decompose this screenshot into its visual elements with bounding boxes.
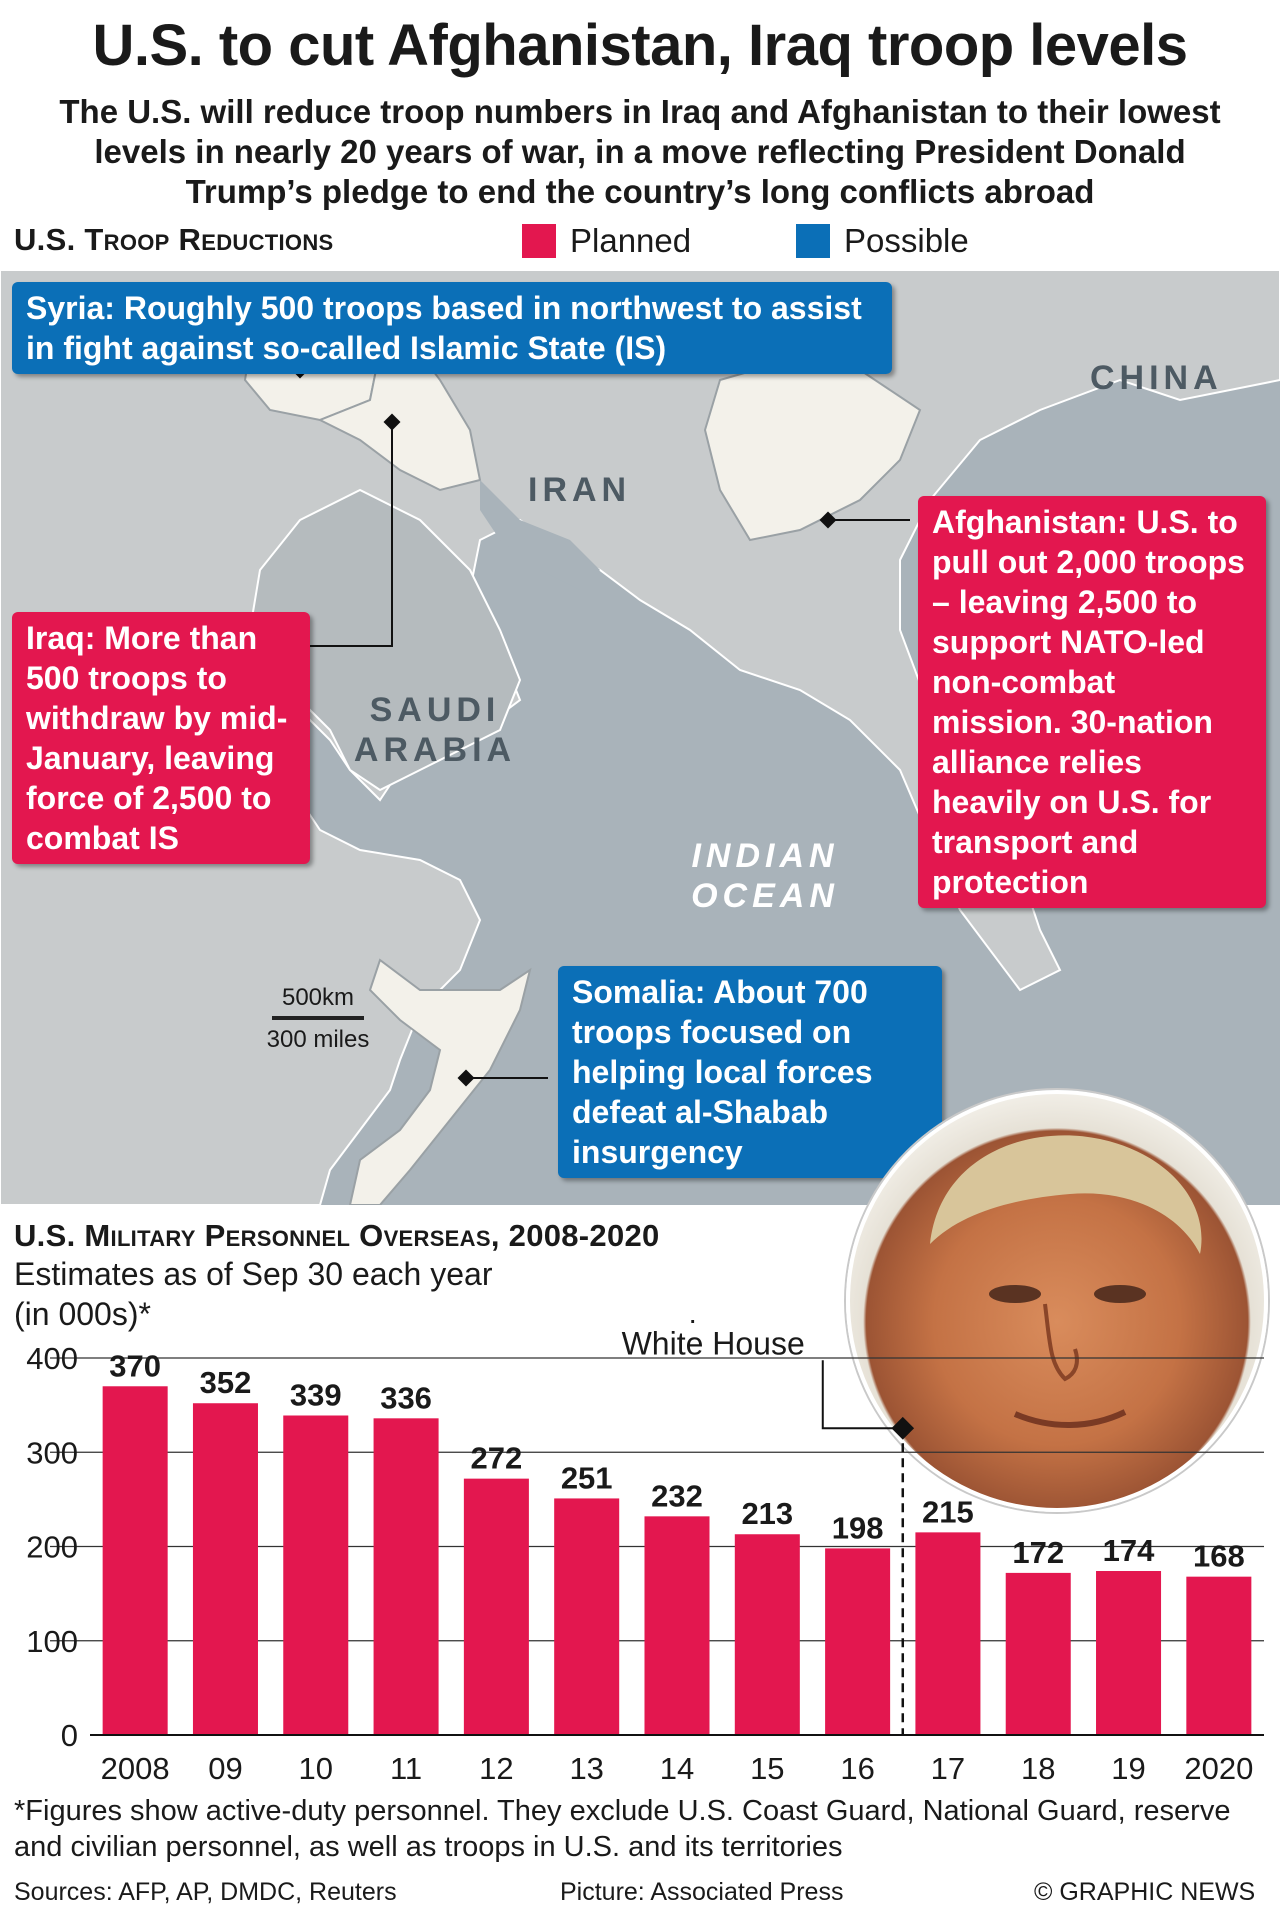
legend-possible: Possible: [796, 222, 969, 260]
data-label-12: 272: [471, 1441, 523, 1476]
x-tick-label-2008: 2008: [101, 1751, 170, 1786]
scale-bar: [272, 1016, 364, 1020]
bar-10: [283, 1415, 349, 1735]
bar-16: [825, 1548, 891, 1735]
y-tick-label-300: 300: [26, 1435, 78, 1470]
annotation-leader-line: [821, 1360, 903, 1430]
bar-19: [1096, 1571, 1162, 1735]
footer-sources: Sources: AFP, AP, DMDC, Reuters: [14, 1878, 397, 1906]
data-label-2020: 168: [1193, 1539, 1245, 1574]
chart-canvas: 0 100 200 300 400 370 2008 352 09 339 10 336 11 272 12…: [26, 1287, 1264, 1786]
legend-label-possible: Possible: [844, 222, 969, 259]
legend-label-planned: Planned: [570, 222, 692, 259]
data-label-15: 213: [741, 1496, 793, 1531]
data-label-11: 336: [380, 1380, 432, 1415]
x-tick-label-12: 12: [479, 1751, 513, 1786]
bar-13: [554, 1498, 620, 1735]
x-tick-label-19: 19: [1111, 1751, 1145, 1786]
portrait-illustration: [930, 1135, 1202, 1428]
y-tick-label-400: 400: [26, 1341, 78, 1376]
chart-heading: U.S. Military Personnel Overseas, 2008-2…: [14, 1218, 660, 1253]
middle-east-map: CHINA IRAN SAUDI ARABIA INDIAN OCEAN Syr…: [0, 270, 1280, 1205]
bar-2008: [102, 1386, 168, 1735]
x-tick-label-18: 18: [1021, 1751, 1055, 1786]
map-label-indian-ocean: INDIAN OCEAN: [691, 837, 839, 915]
y-tick-label-0: 0: [61, 1718, 78, 1753]
legend-planned: Planned: [522, 222, 691, 260]
x-tick-label-09: 09: [208, 1751, 242, 1786]
x-tick-label-16: 16: [840, 1751, 874, 1786]
x-tick-label-17: 17: [931, 1751, 965, 1786]
bar-09: [192, 1403, 258, 1735]
trump-portrait-photo: [846, 1090, 1268, 1512]
map-label-saudi-arabia: SAUDI ARABIA: [353, 691, 517, 769]
callout-afghanistan: Afghanistan: U.S. to pull out 2,000 troo…: [918, 496, 1266, 908]
data-label-10: 339: [290, 1377, 342, 1412]
bar-15: [734, 1534, 800, 1735]
annotation-marker: [891, 1416, 915, 1440]
footer-picture-credit: Picture: Associated Press: [560, 1878, 844, 1906]
data-label-14: 232: [651, 1478, 703, 1513]
data-label-09: 352: [200, 1365, 252, 1400]
bar-18: [1005, 1572, 1071, 1735]
x-tick-label-10: 10: [299, 1751, 333, 1786]
data-label-19: 174: [1103, 1533, 1155, 1568]
data-label-18: 172: [1012, 1535, 1064, 1570]
annotation-line2: White House: [622, 1325, 805, 1361]
annotation-line1: Trump enters: [616, 1320, 805, 1323]
bar-17: [915, 1532, 981, 1735]
map-section-heading: U.S. Troop Reductions: [14, 222, 334, 257]
footer-copyright: © GRAPHIC NEWS: [1034, 1878, 1256, 1906]
legend-swatch-planned: [522, 224, 556, 258]
x-tick-label-11: 11: [390, 1751, 422, 1786]
x-tick-label-15: 15: [750, 1751, 784, 1786]
chart-footnote: *Figures show active-duty personnel. The…: [14, 1795, 1231, 1863]
data-label-13: 251: [561, 1460, 613, 1495]
bar-2020: [1186, 1576, 1252, 1735]
callout-iraq: Iraq: More than 500 troops to withdraw b…: [12, 612, 310, 864]
y-tick-label-100: 100: [26, 1624, 78, 1659]
bar-14: [644, 1516, 710, 1735]
callout-syria: Syria: Roughly 500 troops based in north…: [12, 282, 892, 374]
personnel-bar-chart: 0 100 200 300 400 370 2008 352 09 339 10 336 11 272 12…: [0, 1287, 1280, 1795]
callout-somalia: Somalia: About 700 troops focused on hel…: [558, 966, 942, 1178]
y-tick-label-200: 200: [26, 1530, 78, 1565]
bar-11: [373, 1418, 439, 1735]
x-tick-label-2020: 2020: [1184, 1751, 1253, 1786]
data-label-2008: 370: [109, 1348, 161, 1383]
map-label-iran: IRAN: [528, 471, 632, 509]
data-label-17: 215: [922, 1494, 974, 1529]
x-tick-label-13: 13: [569, 1751, 603, 1786]
chart-subheading: Estimates as of Sep 30 each year (in 000…: [14, 1256, 493, 1332]
map-label-china: CHINA: [1090, 359, 1223, 397]
page-title: U.S. to cut Afghanistan, Iraq troop leve…: [92, 13, 1188, 78]
data-label-16: 198: [832, 1510, 884, 1545]
legend-swatch-possible: [796, 224, 830, 258]
x-tick-label-14: 14: [660, 1751, 694, 1786]
map-scale: 500km 300 miles: [266, 984, 370, 1053]
page-subtitle: The U.S. will reduce troop numbers in Ir…: [59, 93, 1221, 210]
bar-12: [463, 1478, 529, 1735]
